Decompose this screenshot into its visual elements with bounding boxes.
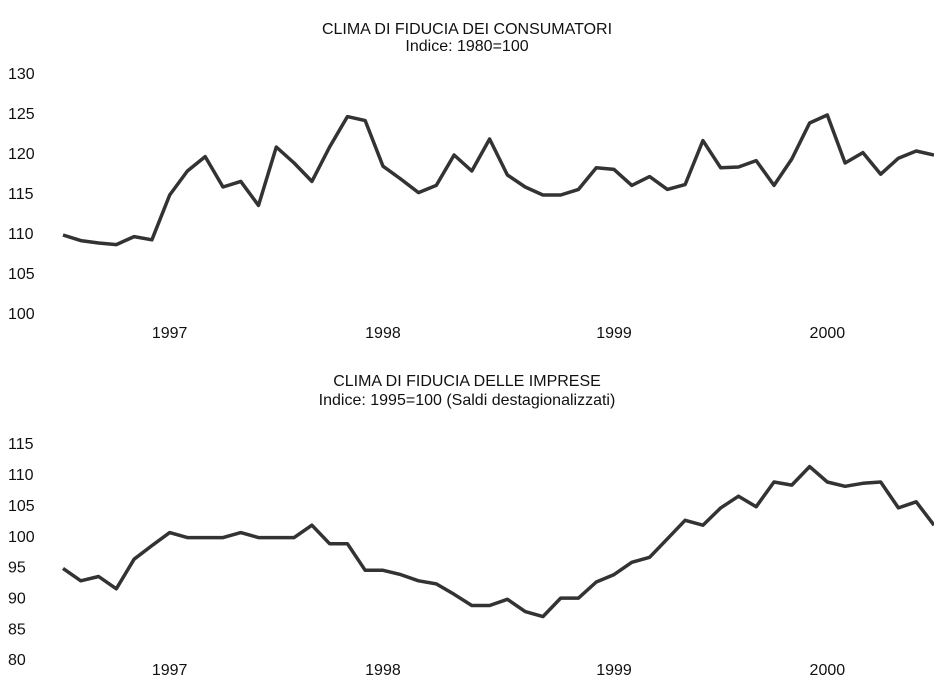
y-tick-label: 100 xyxy=(8,529,35,546)
y-tick-label: 85 xyxy=(8,621,26,638)
x-tick-label: 1999 xyxy=(596,325,632,342)
x-tick-label: 1997 xyxy=(152,325,188,342)
chart-subtitle: Indice: 1980=100 xyxy=(405,38,528,55)
data-line xyxy=(62,113,934,247)
chart-title: CLIMA DI FIDUCIA DELLE IMPRESE xyxy=(333,373,601,390)
y-tick-label: 90 xyxy=(8,591,26,608)
y-tick-label: 115 xyxy=(8,186,34,203)
y-tick-label: 80 xyxy=(8,652,26,669)
x-tick-label: 1998 xyxy=(365,325,401,342)
y-tick-label: 100 xyxy=(8,306,35,323)
chart-title: CLIMA DI FIDUCIA DEI CONSUMATORI xyxy=(322,21,612,38)
y-tick-label: 120 xyxy=(8,146,35,163)
y-tick-label: 95 xyxy=(8,560,26,577)
y-tick-label: 130 xyxy=(8,66,35,83)
x-tick-label: 1998 xyxy=(365,662,401,679)
chart-subtitle: Indice: 1995=100 (Saldi destagionalizzat… xyxy=(319,392,616,409)
x-tick-label: 1997 xyxy=(152,662,188,679)
data-line xyxy=(61,464,934,619)
y-tick-label: 110 xyxy=(8,226,34,243)
y-tick-label: 105 xyxy=(8,266,35,283)
x-tick-label: 1999 xyxy=(596,662,632,679)
y-tick-label: 125 xyxy=(8,106,35,123)
y-tick-label: 110 xyxy=(8,467,34,484)
y-tick-label: 115 xyxy=(8,436,34,453)
y-tick-label: 105 xyxy=(8,498,35,515)
x-tick-label: 2000 xyxy=(810,662,846,679)
x-tick-label: 2000 xyxy=(810,325,846,342)
